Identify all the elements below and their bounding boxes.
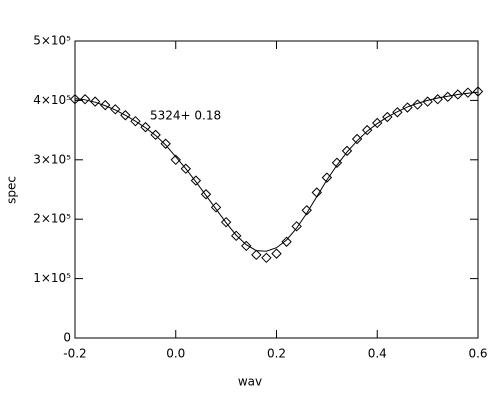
- data-point: [79, 94, 91, 105]
- data-point: [341, 145, 353, 157]
- data-point: [150, 129, 161, 141]
- y-tick-label: 1×10⁵: [33, 271, 71, 285]
- data-point: [432, 94, 443, 105]
- data-point: [190, 175, 202, 186]
- data-point: [261, 252, 272, 264]
- data-point: [321, 172, 333, 183]
- data-point: [382, 111, 393, 123]
- data-point: [210, 202, 222, 213]
- x-tick-label: -0.2: [63, 347, 86, 361]
- data-point: [281, 236, 292, 247]
- data-point: [140, 121, 151, 133]
- data-point: [180, 163, 192, 174]
- x-tick-label: 0.2: [267, 347, 286, 361]
- data-point: [200, 189, 212, 200]
- data-point: [130, 115, 141, 127]
- data-point: [170, 154, 181, 166]
- y-tick-label: 2×10⁵: [33, 212, 71, 226]
- y-tick-label: 0: [63, 331, 71, 345]
- data-point: [331, 157, 343, 168]
- y-tick-label: 5×10⁵: [33, 34, 71, 48]
- data-point: [392, 107, 403, 118]
- data-point: [230, 230, 242, 242]
- data-point: [271, 248, 282, 259]
- y-tick-label: 4×10⁵: [33, 93, 71, 107]
- plot-frame: [74, 40, 479, 339]
- data-point: [422, 96, 433, 107]
- data-point: [100, 99, 111, 111]
- data-point: [442, 91, 453, 103]
- data-point: [361, 124, 373, 136]
- y-tick-label: 3×10⁵: [33, 152, 71, 166]
- data-point: [69, 94, 81, 105]
- data-point: [351, 133, 363, 145]
- data-point: [311, 187, 323, 198]
- x-tick-label: 0.0: [166, 347, 185, 361]
- data-point: [462, 87, 474, 98]
- data-point: [472, 86, 484, 97]
- data-point: [372, 117, 383, 129]
- data-point: [110, 104, 121, 115]
- x-axis-label: wav: [238, 375, 262, 389]
- data-point: [120, 110, 131, 121]
- data-point: [412, 99, 423, 110]
- data-point: [402, 102, 413, 113]
- data-point: [452, 89, 464, 100]
- data-point: [160, 138, 171, 149]
- x-tick-label: 0.6: [468, 347, 487, 361]
- data-point: [291, 221, 302, 232]
- data-point: [241, 240, 252, 252]
- annotation: 5324+ 0.18: [150, 109, 221, 123]
- data-point: [301, 205, 312, 216]
- data-point: [220, 216, 232, 228]
- data-point: [89, 96, 101, 107]
- x-tick-label: 0.4: [368, 347, 387, 361]
- fit-line: [74, 91, 479, 252]
- data-point: [251, 249, 262, 261]
- y-axis-label: spec: [5, 176, 19, 204]
